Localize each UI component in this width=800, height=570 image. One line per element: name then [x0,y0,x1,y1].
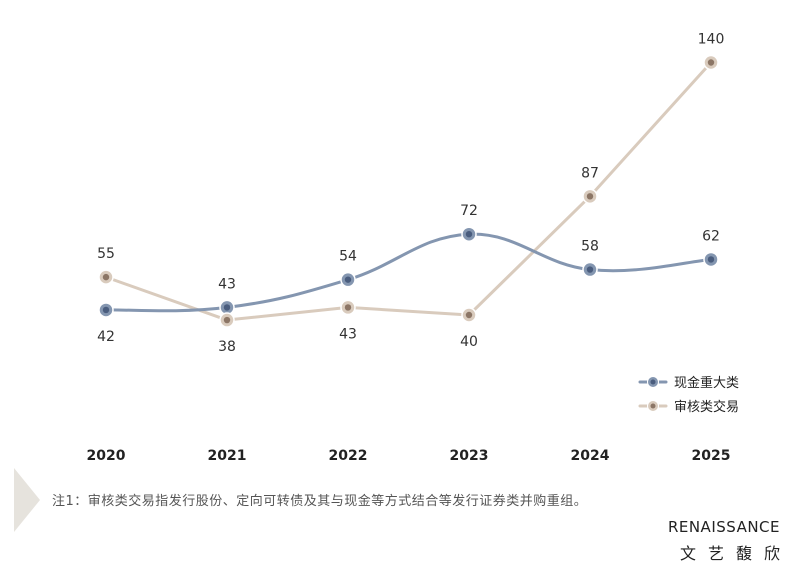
data-point-core-1-2022 [344,276,352,283]
legend-marker-core-2 [650,403,656,409]
footnote: 注1：审核类交易指发行股份、定向可转债及其与现金等方式结合等发行证券类并购重组。 [52,494,588,509]
x-tick-label: 2022 [329,448,368,464]
data-point-core-1-2025 [707,256,715,263]
brand-name-zh: 文艺馥欣 [679,544,792,563]
line-chart: 42 43 54 72 58 62 55 38 43 40 87 140 2020 2021 2022 202… [87,32,740,465]
data-label-2-2022: 43 [339,326,357,342]
x-tick-label: 2023 [450,448,489,464]
data-point-core-1-2024 [586,266,594,273]
series-line-2 [104,61,713,322]
x-tick-label: 2020 [87,448,126,464]
legend-marker-core-1 [650,379,656,385]
data-point-core-2-2023 [465,311,473,319]
x-tick-label: 2025 [692,448,731,464]
data-label-1-2022: 54 [339,249,357,265]
data-point-core-2-2021 [223,316,231,324]
data-point-core-1-2020 [102,306,110,314]
data-label-1-2020: 42 [97,329,115,345]
series-line-1 [104,232,713,313]
data-label-2-2024: 87 [581,165,599,181]
data-label-1-2021: 43 [218,276,236,292]
data-point-core-2-2022 [344,304,352,311]
footnote-marker [14,468,40,532]
data-label-2-2020: 55 [97,246,115,262]
data-point-core-1-2021 [223,304,231,311]
data-label-1-2023: 72 [460,203,478,219]
data-label-1-2025: 62 [702,228,720,244]
data-point-core-2-2020 [102,273,110,281]
x-tick-label: 2021 [208,448,247,464]
brand-name-en: RENAISSANCE [667,518,780,536]
data-point-core-2-2025 [707,59,715,66]
data-label-2-2025: 140 [698,32,725,48]
legend-label-2: 审核类交易 [674,399,739,415]
data-label-1-2024: 58 [581,239,599,255]
legend-label-1: 现金重大类 [674,375,739,391]
data-point-core-2-2024 [586,193,594,200]
brand-logo: RENAISSANCE 文艺馥欣 [620,518,780,564]
data-label-2-2023: 40 [460,334,478,350]
x-tick-label: 2024 [571,448,610,464]
data-label-2-2021: 38 [218,339,236,355]
data-point-core-1-2023 [465,231,473,238]
